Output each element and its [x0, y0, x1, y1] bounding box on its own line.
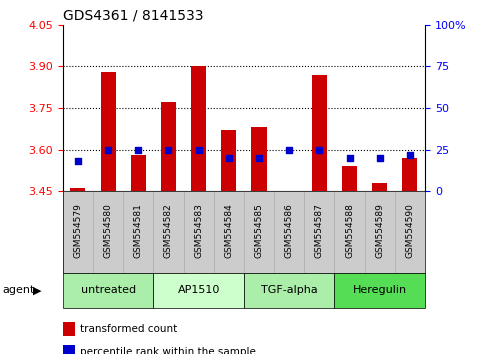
Point	[376, 155, 384, 161]
Text: GSM554587: GSM554587	[315, 203, 324, 258]
Text: untreated: untreated	[81, 285, 136, 295]
Text: GSM554585: GSM554585	[255, 203, 264, 258]
Bar	[154, 273, 244, 308]
Text: agent: agent	[2, 285, 35, 295]
Text: GSM554583: GSM554583	[194, 203, 203, 258]
Text: GSM554579: GSM554579	[73, 203, 83, 258]
Bar	[131, 155, 146, 191]
Point	[285, 147, 293, 152]
Point	[195, 147, 202, 152]
Bar	[402, 158, 417, 191]
Point	[346, 155, 354, 161]
Text: GSM554589: GSM554589	[375, 203, 384, 258]
Text: GSM554580: GSM554580	[103, 203, 113, 258]
Point	[255, 155, 263, 161]
Bar	[63, 273, 154, 308]
Text: GSM554581: GSM554581	[134, 203, 143, 258]
Bar	[372, 183, 387, 191]
Bar	[252, 127, 267, 191]
Text: percentile rank within the sample: percentile rank within the sample	[80, 347, 256, 354]
Point	[134, 147, 142, 152]
Bar	[244, 273, 334, 308]
Point	[74, 158, 82, 164]
Text: GSM554590: GSM554590	[405, 203, 414, 258]
Text: transformed count: transformed count	[80, 324, 177, 334]
Text: TGF-alpha: TGF-alpha	[261, 285, 317, 295]
Point	[315, 147, 323, 152]
Text: GSM554582: GSM554582	[164, 203, 173, 258]
Bar	[161, 102, 176, 191]
Point	[225, 155, 233, 161]
Bar	[334, 273, 425, 308]
Text: GSM554584: GSM554584	[224, 203, 233, 258]
Bar	[342, 166, 357, 191]
Text: Heregulin: Heregulin	[353, 285, 407, 295]
Bar	[100, 72, 115, 191]
Bar	[312, 75, 327, 191]
Text: AP1510: AP1510	[177, 285, 220, 295]
Bar	[71, 188, 85, 191]
Point	[165, 147, 172, 152]
Text: GSM554588: GSM554588	[345, 203, 354, 258]
Text: GSM554586: GSM554586	[284, 203, 294, 258]
Text: ▶: ▶	[32, 285, 41, 295]
Point	[104, 147, 112, 152]
Point	[406, 152, 414, 158]
Text: GDS4361 / 8141533: GDS4361 / 8141533	[63, 8, 203, 22]
Bar	[221, 130, 236, 191]
Bar	[191, 66, 206, 191]
